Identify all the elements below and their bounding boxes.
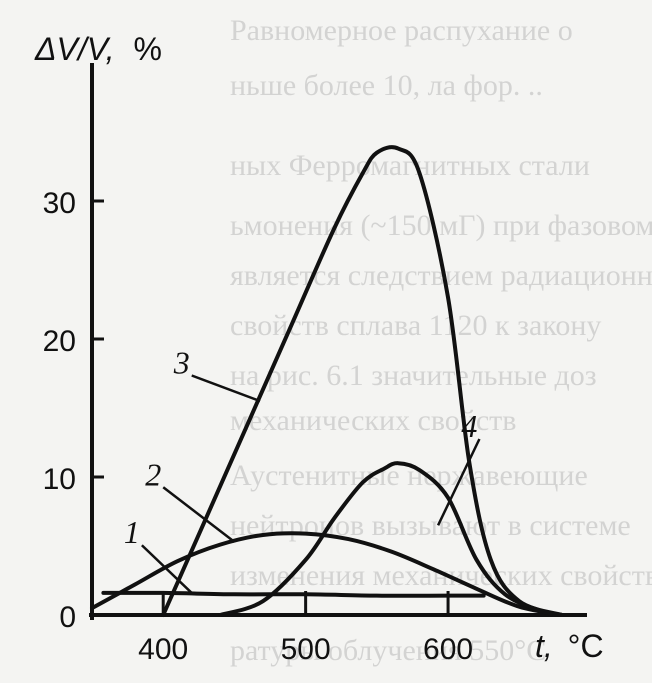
axes — [89, 63, 587, 620]
bleed-line: механических свойств — [230, 404, 516, 437]
series-label-leader-4 — [436, 438, 481, 526]
series-lines — [90, 145, 564, 617]
series-label-leader-1 — [141, 544, 193, 594]
y-tick-label: 30 — [43, 187, 76, 220]
series-label-1: 1 — [124, 514, 140, 550]
series-label-leader-2 — [162, 486, 236, 543]
x-tick-label: 400 — [138, 633, 188, 666]
bleed-line: ратуры облучения 550°С — [230, 634, 546, 667]
series-line-3 — [161, 145, 564, 617]
y-axis-label: ΔV/V, % — [34, 31, 162, 67]
series-line-2 — [90, 531, 564, 617]
x-axis-label-unit: °C — [568, 628, 604, 664]
y-axis-label-var: ΔV/V, — [34, 31, 115, 67]
x-axis-label: t, °C — [535, 628, 604, 664]
y-axis-label-unit: % — [133, 31, 161, 67]
series-labels: 12 3 4 — [124, 345, 481, 594]
x-axis-label-var: t, — [535, 628, 553, 664]
ticks: 0 10 20 30 400 500 600 — [43, 187, 473, 666]
x-tick-label: 600 — [423, 633, 473, 666]
y-tick-label: 0 — [59, 601, 76, 634]
bleed-line: на рис. 6.1 значительные доз — [230, 359, 597, 392]
bleed-line: Равномерное распухание о — [230, 14, 573, 47]
x-tick-label: 500 — [281, 633, 331, 666]
bleed-line: ьмонения (~150 мГ) при фазовом — [230, 209, 652, 242]
series-line-4 — [218, 461, 564, 617]
bleed-line: ньше более 10, ла фор. .. — [230, 69, 543, 102]
series-label-leader-3 — [191, 374, 261, 403]
series-label-4: 4 — [461, 408, 477, 444]
y-tick-label: 20 — [43, 325, 76, 358]
y-tick-label: 10 — [43, 463, 76, 496]
series-line-1 — [101, 590, 486, 598]
series-label-2: 2 — [145, 456, 161, 492]
bleed-line: нейтронов вызывают в системе — [230, 509, 631, 542]
series-label-3: 3 — [173, 345, 190, 381]
